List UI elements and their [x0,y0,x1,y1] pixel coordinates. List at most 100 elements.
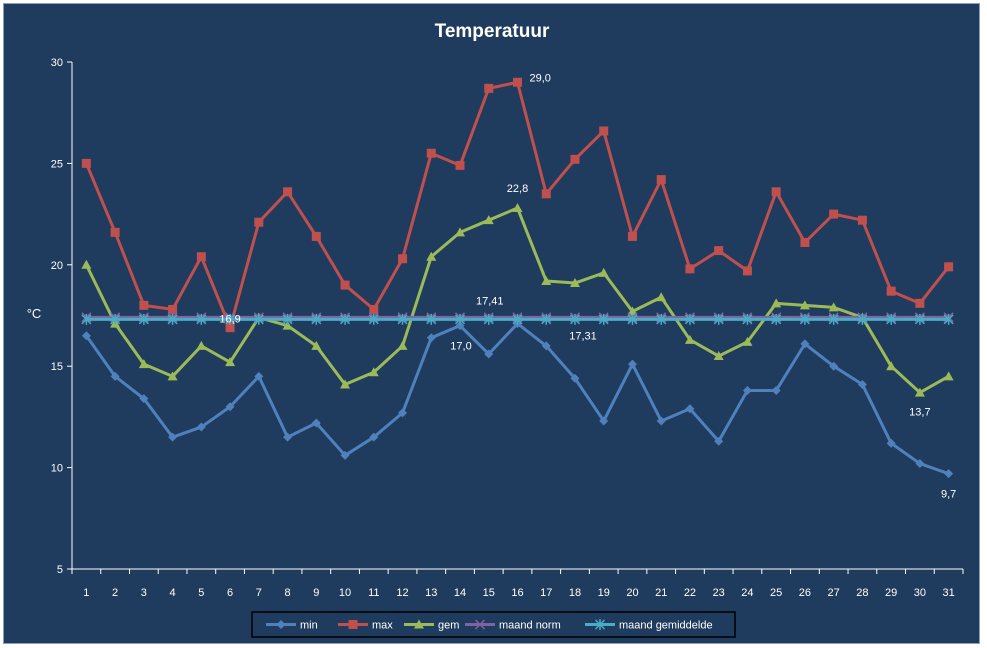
data-point [513,77,522,87]
data-point [398,408,408,418]
data-point [512,203,523,213]
data-point [799,300,810,310]
data-point [283,432,293,442]
marker-stroke [474,619,486,630]
data-point [483,215,494,225]
data-point [225,323,235,333]
x-tick-label: 18 [569,587,581,599]
data-point [943,313,954,325]
y-tick-label: 15 [51,361,63,373]
data-point [914,313,925,325]
legend-label: maand norm [499,620,561,632]
data-point [684,313,695,325]
data-point [225,357,236,367]
data-point [656,292,667,302]
data-point [340,450,350,460]
data-point [196,313,207,325]
data-point [570,373,580,383]
data-point [685,264,695,274]
data-point [828,302,839,312]
data-point [713,351,724,361]
data-label: 22,8 [507,183,528,195]
data-point [110,371,120,381]
data-point [857,215,867,225]
data-point [426,148,436,158]
data-point [569,278,580,288]
data-point [656,175,666,185]
legend-label: min [300,620,318,632]
data-point [541,189,551,199]
x-tick-label: 21 [655,587,667,599]
data-point [512,313,523,325]
data-point [742,313,753,325]
data-point [886,361,897,371]
data-point [915,298,925,308]
data-point [627,359,637,369]
x-tick-label: 4 [170,587,176,599]
x-tick-label: 23 [713,587,725,599]
data-point [253,313,264,325]
y-axis-label: °C [27,306,42,321]
data-point [138,313,149,325]
data-point [426,313,437,325]
data-point [570,154,580,164]
data-point [368,313,379,325]
legend-swatch-marker [348,620,358,629]
data-point [254,217,264,227]
legend-item: maand norm [465,619,561,632]
data-point [311,340,322,350]
data-point [944,469,954,479]
data-point [800,237,810,247]
data-point [196,340,207,350]
x-tick-label: 3 [141,587,147,599]
legend-label: maand gemiddelde [619,620,713,632]
y-tick-label: 5 [57,564,63,576]
data-point [857,313,868,325]
y-tick-label: 25 [51,158,63,170]
series-min [81,319,954,479]
data-point [426,251,437,261]
data-label: 9,7 [941,489,956,501]
x-tick-label: 28 [856,587,868,599]
data-point [283,187,293,197]
data-point [455,160,465,170]
series-line [85,206,950,395]
legend-item: gem [404,619,459,632]
data-point [110,227,120,237]
legend-swatch-marker [594,619,606,630]
data-point [829,361,839,371]
data-point [627,306,638,316]
data-point [627,313,638,325]
data-point [656,416,666,426]
series-line [85,322,950,476]
x-tick-label: 16 [511,587,523,599]
data-point [225,402,235,412]
data-point [541,341,551,351]
data-point [254,371,264,381]
data-point [340,280,350,290]
data-point [944,262,954,272]
data-point [771,386,781,396]
data-label: 13,7 [909,407,930,419]
legend-item: maand gemiddelde [585,619,713,632]
data-point [799,313,810,325]
data-point [627,231,637,241]
data-label: 17,41 [476,295,504,307]
data-point [398,254,408,264]
data-point [541,276,552,286]
x-tick-label: 5 [198,587,204,599]
data-point [684,334,695,344]
x-tick-label: 30 [914,587,926,599]
data-point [771,313,782,325]
x-tick-label: 1 [83,587,89,599]
data-point [599,416,609,426]
data-point [167,313,178,325]
data-point [167,371,178,381]
data-point [713,313,724,325]
data-label: 16,9 [219,314,240,326]
data-point [81,313,92,325]
data-point [943,371,954,381]
series-gem [81,203,954,397]
x-tick-label: 6 [227,587,233,599]
